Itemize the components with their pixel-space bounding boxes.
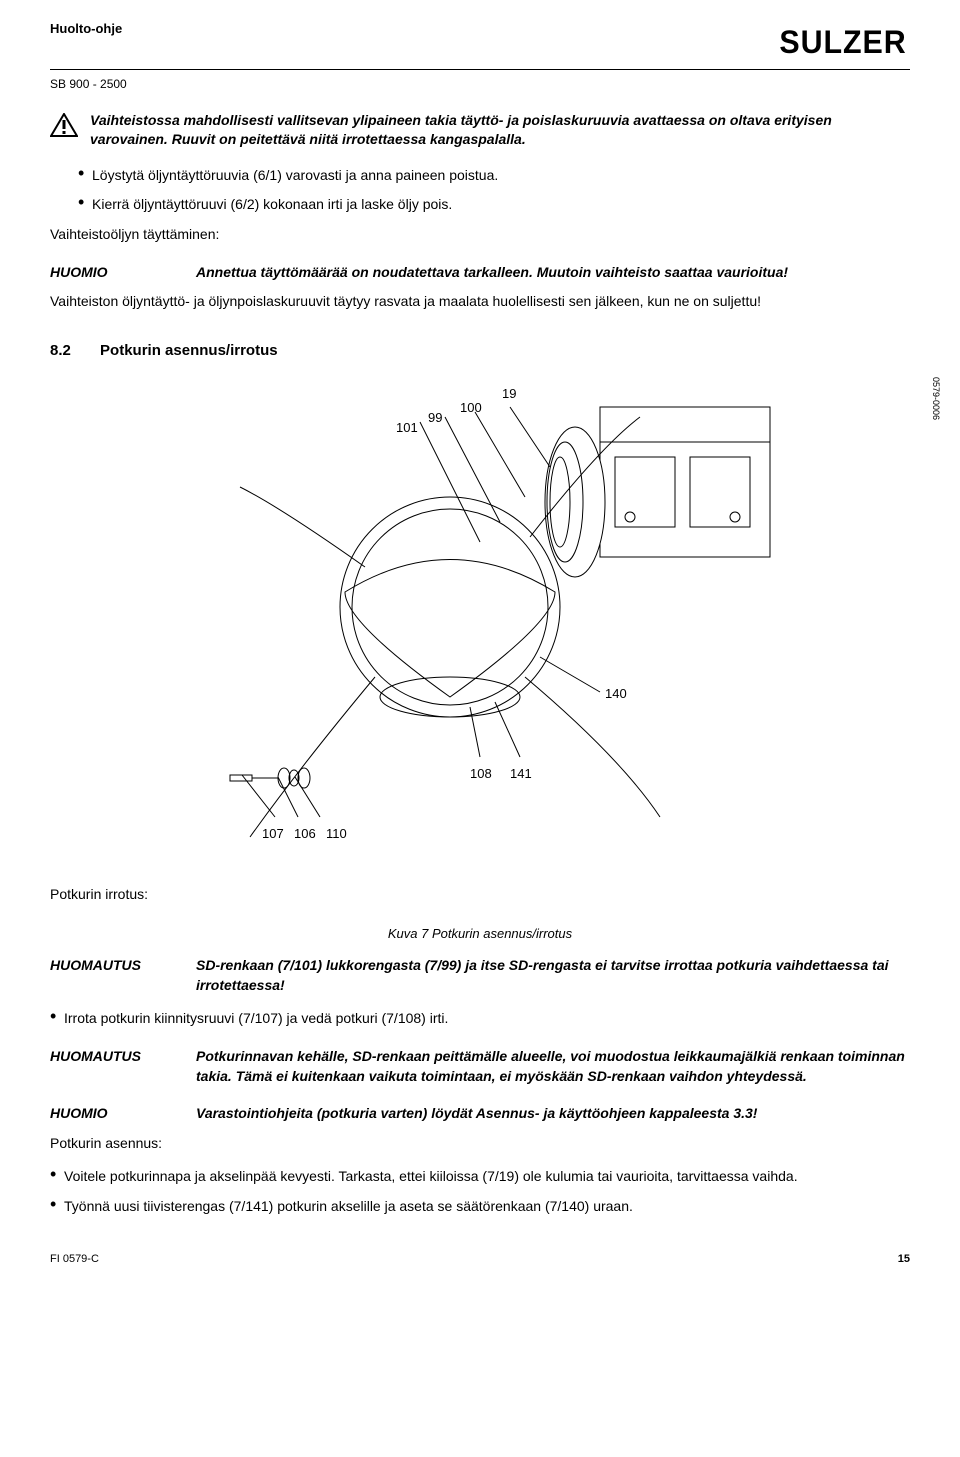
bullet-item: Kierrä öljyntäyttöruuvi (6/2) kokonaan i… xyxy=(78,195,910,215)
huomautus-text: Potkurinnavan kehälle, SD-renkaan peittä… xyxy=(196,1047,910,1086)
callout-107: 107 xyxy=(262,825,284,843)
doc-type: Huolto-ohje xyxy=(50,20,122,38)
doc-model: SB 900 - 2500 xyxy=(50,76,910,93)
footer-code: FI 0579-C xyxy=(50,1252,99,1267)
page-header: Huolto-ohje SULZER xyxy=(50,20,910,70)
bullet-list-3: Voitele potkurinnapa ja akselinpää kevye… xyxy=(50,1167,910,1216)
callout-99: 99 xyxy=(428,409,442,427)
bullet-list-1: Löystytä öljyntäyttöruuvia (6/1) varovas… xyxy=(78,166,910,215)
warning-block: Vaihteistossa mahdollisesti vallitsevan … xyxy=(50,111,910,150)
huomio-label: HUOMIO xyxy=(50,263,160,283)
callout-106: 106 xyxy=(294,825,316,843)
callout-140: 140 xyxy=(605,685,627,703)
huomautus-text: SD-renkaan (7/101) lukkorengasta (7/99) … xyxy=(196,956,910,995)
callout-101: 101 xyxy=(396,419,418,437)
callout-110: 110 xyxy=(326,825,347,843)
warning-triangle-icon xyxy=(50,113,78,143)
huomio-text: Varastointiohjeita (potkuria varten) löy… xyxy=(196,1104,757,1124)
subheading-install: Potkurin asennus: xyxy=(50,1134,910,1154)
figure-7: 0579-0006 xyxy=(50,377,910,917)
callout-108: 108 xyxy=(470,765,492,783)
page-number: 15 xyxy=(898,1252,910,1267)
figure-7-caption: Kuva 7 Potkurin asennus/irrotus xyxy=(50,925,910,943)
figure-code: 0579-0006 xyxy=(929,377,942,420)
huomio-text: Annettua täyttömäärää on noudatettava ta… xyxy=(196,263,788,283)
section-number: 8.2 xyxy=(50,342,71,359)
section-name: Potkurin asennus/irrotus xyxy=(100,342,278,359)
header-left: Huolto-ohje xyxy=(50,20,122,38)
callout-141: 141 xyxy=(510,765,532,783)
bullet-item: Voitele potkurinnapa ja akselinpää kevye… xyxy=(50,1167,910,1187)
callout-19: 19 xyxy=(502,385,516,403)
plain-notice: Vaihteiston öljyntäyttö- ja öljynpoislas… xyxy=(50,292,910,312)
section-8-2-title: 8.2 Potkurin asennus/irrotus xyxy=(50,340,910,361)
brand-logo: SULZER xyxy=(779,20,906,65)
propeller-diagram-icon xyxy=(220,387,780,867)
bullet-list-2: Irrota potkurin kiinnitysruuvi (7/107) j… xyxy=(50,1009,910,1029)
bullet-item: Irrota potkurin kiinnitysruuvi (7/107) j… xyxy=(50,1009,910,1029)
huomautus-block-1: HUOMAUTUS SD-renkaan (7/101) lukkorengas… xyxy=(50,956,910,995)
page-footer: FI 0579-C 15 xyxy=(50,1252,910,1267)
huomio-label: HUOMIO xyxy=(50,1104,160,1124)
bullet-item: Työnnä uusi tiivisterengas (7/141) potku… xyxy=(50,1197,910,1217)
huomio-block-2: HUOMIO Varastointiohjeita (potkuria vart… xyxy=(50,1104,910,1124)
huomautus-block-2: HUOMAUTUS Potkurinnavan kehälle, SD-renk… xyxy=(50,1047,910,1086)
huomio-block-1: HUOMIO Annettua täyttömäärää on noudatet… xyxy=(50,263,910,283)
huomautus-label: HUOMAUTUS xyxy=(50,956,160,976)
subheading-fill: Vaihteistoöljyn täyttäminen: xyxy=(50,225,910,245)
huomautus-label: HUOMAUTUS xyxy=(50,1047,160,1067)
warning-text: Vaihteistossa mahdollisesti vallitsevan … xyxy=(90,111,910,150)
bullet-item: Löystytä öljyntäyttöruuvia (6/1) varovas… xyxy=(78,166,910,186)
callout-100: 100 xyxy=(460,399,482,417)
